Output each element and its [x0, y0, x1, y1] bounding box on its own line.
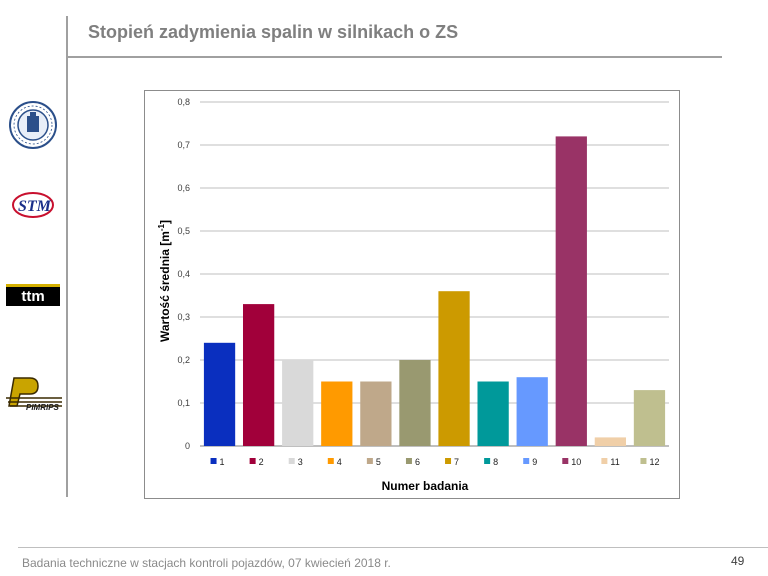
bar-7	[438, 291, 470, 446]
legend-swatch-5	[366, 458, 373, 464]
legend-swatch-4	[327, 458, 334, 464]
y-tick-label: 0,8	[177, 97, 190, 107]
y-tick-label: 0	[185, 441, 190, 451]
footer-text: Badania techniczne w stacjach kontroli p…	[22, 556, 391, 570]
legend-label-7: 7	[454, 457, 459, 467]
university-seal-logo	[9, 101, 57, 149]
ttm-logo-text: ttm	[21, 288, 44, 305]
legend-label-12: 12	[649, 457, 659, 467]
y-tick-label: 0,7	[177, 140, 190, 150]
title-underline	[66, 56, 722, 58]
y-axis-ticks: 0 0,1 0,2 0,3 0,4 0,5 0,6 0,7 0,8	[177, 97, 190, 451]
legend-label-5: 5	[376, 457, 381, 467]
bar-5	[360, 381, 392, 446]
legend-swatch-6	[405, 458, 412, 464]
legend-swatch-9	[523, 458, 530, 464]
slide-title: Stopień zadymienia spalin w silnikach o …	[88, 22, 459, 42]
y-tick-label: 0,1	[177, 398, 190, 408]
legend-label-8: 8	[493, 457, 498, 467]
bar-1	[203, 342, 236, 446]
bar-11	[594, 437, 627, 446]
bars	[203, 136, 666, 446]
stm-logo-text: STM	[18, 198, 52, 215]
bar-8	[477, 381, 509, 446]
gridlines	[200, 101, 669, 447]
legend-label-2: 2	[259, 457, 264, 467]
pimrips-logo-text: PIMRIPS	[26, 403, 60, 412]
bar-6	[399, 360, 431, 446]
y-tick-label: 0,5	[177, 226, 190, 236]
bar-3	[282, 360, 314, 446]
y-axis-label: Wartość średnia [m-1]	[157, 220, 172, 342]
legend-label-4: 4	[337, 457, 342, 467]
legend-label-1: 1	[220, 457, 225, 467]
legend-swatch-12	[640, 458, 647, 464]
ttm-logo: ttm	[6, 284, 60, 306]
stm-logo: STM	[12, 192, 54, 218]
x-axis-label: Numer badania	[382, 479, 469, 493]
legend-label-10: 10	[571, 457, 581, 467]
legend-swatch-2	[249, 458, 256, 464]
y-tick-label: 0,3	[177, 312, 190, 322]
legend-swatch-10	[562, 458, 569, 464]
page-number: 49	[731, 554, 745, 568]
bar-4	[321, 381, 353, 446]
legend: 1 2 3 4 5 6 7 8 9 10 11 12	[210, 457, 659, 467]
legend-label-6: 6	[415, 457, 420, 467]
y-tick-label: 0,6	[177, 183, 190, 193]
legend-swatch-3	[288, 458, 295, 464]
vertical-divider	[66, 16, 68, 497]
bar-12	[633, 390, 666, 446]
bar-9	[516, 377, 548, 446]
pimrips-logo: PIMRIPS	[6, 377, 62, 412]
legend-swatch-8	[484, 458, 491, 464]
y-tick-label: 0,4	[177, 269, 190, 279]
bar-2	[242, 304, 275, 446]
bar-chart: 00,10,20,30,40,50,60,70,8 1 2 3 4 5 6 7 8 9 10 11 1…	[157, 97, 669, 493]
y-tick-label: 0,2	[177, 355, 190, 365]
bar-10	[555, 136, 587, 446]
legend-swatch-1	[210, 458, 217, 464]
footer-divider	[18, 547, 768, 548]
chart-frame: 0 0,1 0,2 0,3 0,4 0,5 0,6 0,7 0,8 1 2 3 4 5 6 7 8 9 10 11 1…	[144, 90, 680, 499]
legend-swatch-11	[601, 458, 608, 464]
legend-label-9: 9	[532, 457, 537, 467]
legend-label-3: 3	[298, 457, 303, 467]
legend-label-11: 11	[610, 457, 619, 467]
legend-swatch-7	[445, 458, 452, 464]
